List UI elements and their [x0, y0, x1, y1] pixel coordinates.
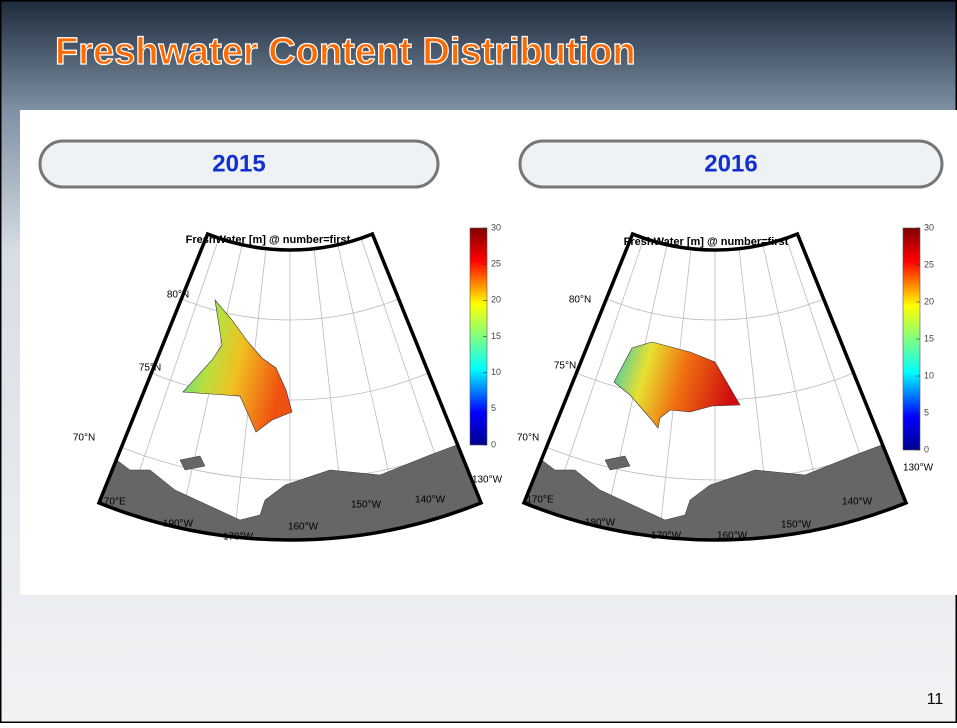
meridian — [549, 238, 645, 513]
lat-label: 70°N — [73, 433, 95, 444]
colorbar-tick-label: 20 — [924, 296, 934, 306]
lon-label: 180°W — [585, 518, 616, 529]
page-number: 11 — [927, 691, 944, 708]
lat-label: 70°N — [517, 433, 539, 444]
colorbar-tick-label: 25 — [491, 259, 501, 269]
year-label: 2016 — [704, 150, 757, 177]
colorbar-tick-label: 0 — [924, 444, 929, 454]
lon-label: 160°W — [288, 522, 319, 533]
map-title: FreshWater [m] @ number=first — [186, 234, 351, 246]
lon-label: 130°W — [472, 475, 503, 486]
land — [604, 455, 631, 471]
lat-label: 80°N — [167, 290, 189, 301]
lon-label: 190°W — [163, 519, 194, 530]
land — [179, 455, 206, 471]
lat-label: 75°N — [554, 361, 576, 372]
slide-title: Freshwater Content Distribution — [55, 31, 636, 73]
land — [98, 429, 482, 540]
lon-label: 140°W — [415, 495, 446, 506]
lat-label: 75°N — [139, 363, 161, 374]
colorbar-tick-label: 10 — [491, 367, 501, 377]
colorbar-tick-label: 15 — [924, 333, 934, 343]
land — [523, 429, 907, 540]
year-box — [518, 139, 944, 189]
lat-label: 80°N — [569, 295, 591, 306]
lon-label: 170°E — [526, 495, 554, 506]
lon-label: 170°W — [651, 531, 682, 542]
map: FreshWater [m] @ number=first 80°N 75°N 70°… — [73, 222, 503, 543]
map-border — [96, 231, 484, 542]
lon-label: 130°W — [903, 463, 934, 474]
freshwater-field — [182, 298, 293, 433]
parallel — [167, 292, 413, 321]
colorbar-tick-label: 0 — [491, 439, 496, 449]
map-title: FreshWater [m] @ number=first — [624, 236, 789, 248]
parallel — [592, 292, 838, 321]
map-border — [521, 231, 909, 542]
colorbar-tick-label: 20 — [491, 295, 501, 305]
lon-label: 140°W — [842, 497, 873, 508]
map-inner — [523, 238, 907, 540]
lon-label: 170°W — [223, 532, 254, 543]
colorbar-tick-label: 25 — [924, 259, 934, 269]
lon-label: 170°E — [98, 497, 126, 508]
meridian — [124, 238, 220, 513]
year-box — [38, 139, 440, 189]
colorbar-tick-label: 30 — [491, 222, 501, 232]
colorbar-tick-label: 30 — [924, 222, 934, 232]
colorbar-tick-label: 5 — [491, 403, 496, 413]
map-inner — [98, 238, 482, 540]
parallel — [134, 365, 446, 401]
colorbar-tick-label: 5 — [924, 407, 929, 417]
map: FreshWater [m] @ number=first 80°N 75°N 70°… — [517, 222, 934, 542]
lon-label: 160°W — [717, 531, 748, 542]
colorbar-tick-label: 15 — [491, 331, 501, 341]
lon-label: 150°W — [351, 500, 382, 511]
lon-label: 150°W — [781, 520, 812, 531]
colorbar-tick-label: 10 — [924, 370, 934, 380]
freshwater-field — [613, 341, 741, 429]
year-label: 2015 — [212, 150, 265, 177]
